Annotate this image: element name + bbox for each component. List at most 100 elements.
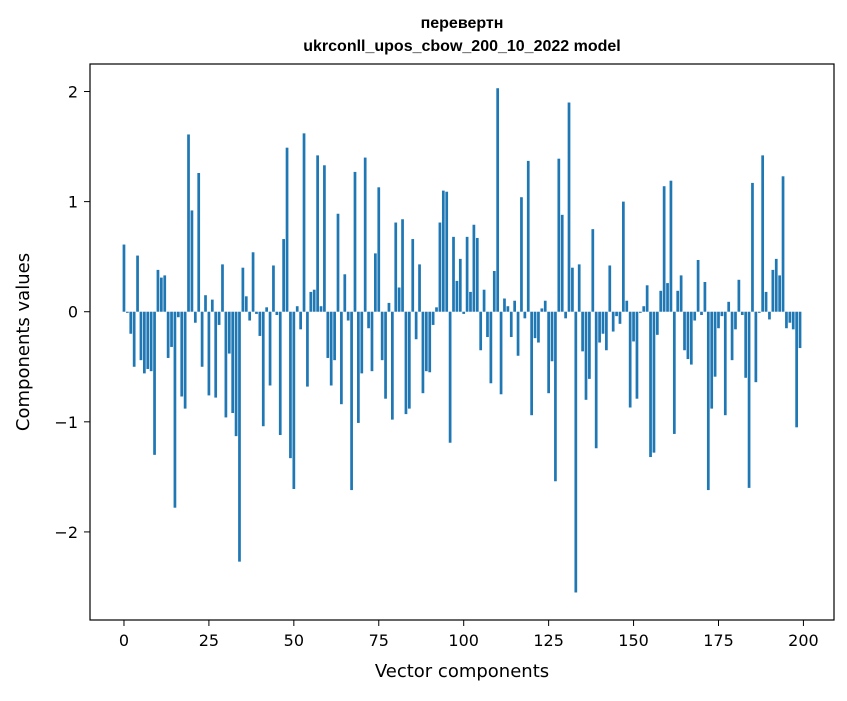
bar-169 — [696, 259, 700, 312]
bar-121 — [533, 311, 537, 339]
bar-104 — [475, 237, 479, 312]
bar-16 — [176, 311, 180, 318]
bar-31 — [227, 311, 231, 354]
bar-167 — [689, 311, 693, 365]
bar-37 — [248, 311, 252, 321]
bar-109 — [492, 270, 496, 312]
bar-159 — [662, 186, 666, 312]
bar-23 — [200, 311, 204, 367]
bar-176 — [720, 311, 724, 317]
bar-195 — [785, 311, 788, 329]
bar-108 — [489, 311, 493, 384]
bar-127 — [554, 311, 557, 482]
bar-40 — [258, 311, 262, 336]
bar-26 — [210, 299, 214, 312]
y-tick-label: 0 — [68, 303, 78, 322]
bar-107 — [486, 311, 489, 338]
bar-3 — [132, 311, 136, 367]
y-tick-label: 2 — [68, 83, 78, 102]
bar-152 — [639, 311, 642, 313]
bar-61 — [329, 311, 333, 386]
bar-122 — [537, 311, 540, 343]
bar-65 — [343, 274, 347, 312]
bar-35 — [241, 267, 245, 312]
bar-197 — [791, 311, 795, 330]
bar-105 — [479, 311, 483, 351]
bar-49 — [289, 311, 292, 459]
bar-95 — [445, 191, 449, 312]
bar-156 — [652, 311, 656, 453]
bar-174 — [713, 311, 717, 377]
bar-136 — [584, 311, 588, 400]
bar-199 — [798, 311, 802, 349]
bar-25 — [207, 311, 211, 396]
bar-184 — [747, 311, 751, 488]
bar-118 — [523, 311, 527, 319]
bar-163 — [676, 290, 680, 312]
bar-14 — [170, 311, 173, 347]
bar-54 — [306, 311, 309, 387]
bar-17 — [180, 311, 184, 397]
x-axis-ticks: 0 25 50 75 100 125 150 175 200 — [119, 620, 819, 650]
bar-132 — [571, 267, 574, 312]
bar-78 — [387, 302, 391, 312]
bar-101 — [465, 236, 469, 312]
bar-18 — [183, 311, 187, 409]
y-tick-label: 1 — [68, 193, 78, 212]
bar-74 — [374, 253, 377, 312]
bar-111 — [499, 311, 503, 395]
bar-90 — [428, 311, 432, 373]
bar-112 — [503, 298, 506, 312]
y-axis-label: Components values — [13, 253, 34, 431]
x-tick-label: 50 — [284, 631, 304, 650]
x-tick-label: 175 — [703, 631, 734, 650]
bar-161 — [669, 180, 673, 312]
bar-82 — [401, 219, 404, 312]
bar-117 — [520, 197, 523, 312]
bar-116 — [516, 311, 520, 356]
bar-182 — [740, 311, 744, 316]
bar-27 — [214, 311, 218, 398]
bar-30 — [224, 311, 228, 418]
bar-146 — [618, 311, 622, 324]
bar-131 — [567, 102, 571, 312]
bar-179 — [730, 311, 734, 361]
bar-128 — [557, 158, 561, 312]
bar-73 — [370, 311, 374, 372]
bar-52 — [299, 311, 302, 330]
bar-69 — [357, 311, 360, 423]
bar-98 — [455, 280, 459, 312]
bar-162 — [672, 311, 676, 434]
bar-75 — [377, 187, 381, 312]
bar-50 — [292, 311, 296, 489]
bar-181 — [737, 279, 741, 312]
bar-71 — [363, 157, 367, 312]
bar-164 — [679, 275, 683, 312]
bar-142 — [605, 311, 608, 351]
bar-1 — [126, 311, 129, 313]
bar-165 — [683, 311, 686, 351]
bar-120 — [530, 311, 533, 416]
x-tick-label: 200 — [788, 631, 819, 650]
bar-99 — [458, 258, 462, 312]
bar-130 — [564, 311, 567, 319]
bar-79 — [391, 311, 394, 420]
bar-9 — [153, 311, 156, 455]
bar-48 — [285, 147, 289, 312]
bar-72 — [367, 311, 370, 329]
bar-89 — [424, 311, 428, 372]
bar-4 — [136, 255, 139, 312]
bar-153 — [642, 306, 646, 312]
bar-144 — [611, 311, 615, 332]
bar-24 — [204, 295, 207, 312]
bar-0 — [122, 244, 126, 312]
bar-22 — [197, 173, 201, 312]
bar-56 — [312, 289, 316, 312]
bar-148 — [625, 300, 629, 312]
bar-172 — [706, 311, 710, 491]
x-tick-label: 125 — [533, 631, 564, 650]
bar-194 — [781, 176, 785, 312]
bar-2 — [129, 311, 133, 334]
bar-92 — [435, 307, 438, 312]
